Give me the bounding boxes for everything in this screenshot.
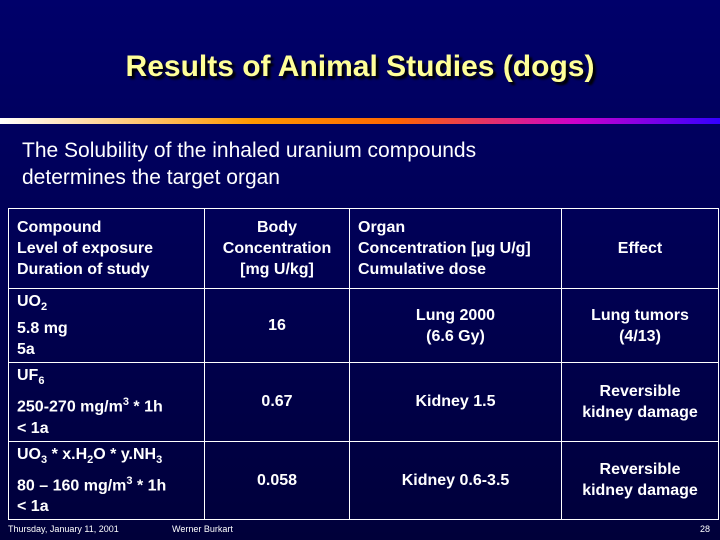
table-header-row: Compound Level of exposure Duration of s… [8, 208, 719, 289]
cell-body-concentration: 0.058 [204, 440, 350, 521]
cell-effect: Reversible kidney damage [561, 362, 719, 442]
subtitle-line-1: The Solubility of the inhaled uranium co… [22, 139, 477, 162]
cell-effect: Lung tumors (4/13) [561, 287, 719, 364]
subtitle-line-2: determines the target organ [22, 166, 280, 189]
cell-body-concentration: 16 [204, 287, 350, 364]
page-number: 28 [699, 524, 710, 534]
header-body-concentration: Body Concentration [mg U/kg] [204, 208, 350, 289]
cell-compound: UF6 250-270 mg/m3 * 1h < 1a [8, 362, 205, 442]
cell-body-concentration: 0.67 [204, 362, 350, 442]
cell-effect: Reversible kidney damage [561, 440, 719, 521]
header-compound: Compound Level of exposure Duration of s… [8, 208, 205, 289]
table-row: UO3 * x.H2O * y.NH3 80 – 160 mg/m3 * 1h … [8, 440, 719, 521]
slide-title: Results of Animal Studies (dogs) [125, 50, 595, 83]
cell-organ-concentration: Kidney 0.6-3.5 [349, 440, 562, 521]
table-row: UF6 250-270 mg/m3 * 1h < 1a 0.67 Kidney … [8, 362, 719, 442]
cell-compound: UO2 5.8 mg 5a [8, 287, 205, 364]
header-organ-concentration: Organ Concentration [µg U/g] Cumulative … [349, 208, 562, 289]
footer-author: Werner Burkart [172, 524, 233, 534]
cell-compound: UO3 * x.H2O * y.NH3 80 – 160 mg/m3 * 1h … [8, 440, 205, 521]
footer-date: Thursday, January 11, 2001 [8, 524, 119, 534]
header-effect: Effect [561, 208, 719, 289]
cell-organ-concentration: Lung 2000 (6.6 Gy) [349, 287, 562, 364]
title-divider [0, 118, 720, 124]
table-row: UO2 5.8 mg 5a 16 Lung 2000 (6.6 Gy) Lung… [8, 287, 719, 364]
results-table: Compound Level of exposure Duration of s… [8, 208, 719, 521]
slide-subtitle: The Solubility of the inhaled uranium co… [22, 137, 662, 191]
cell-organ-concentration: Kidney 1.5 [349, 362, 562, 442]
